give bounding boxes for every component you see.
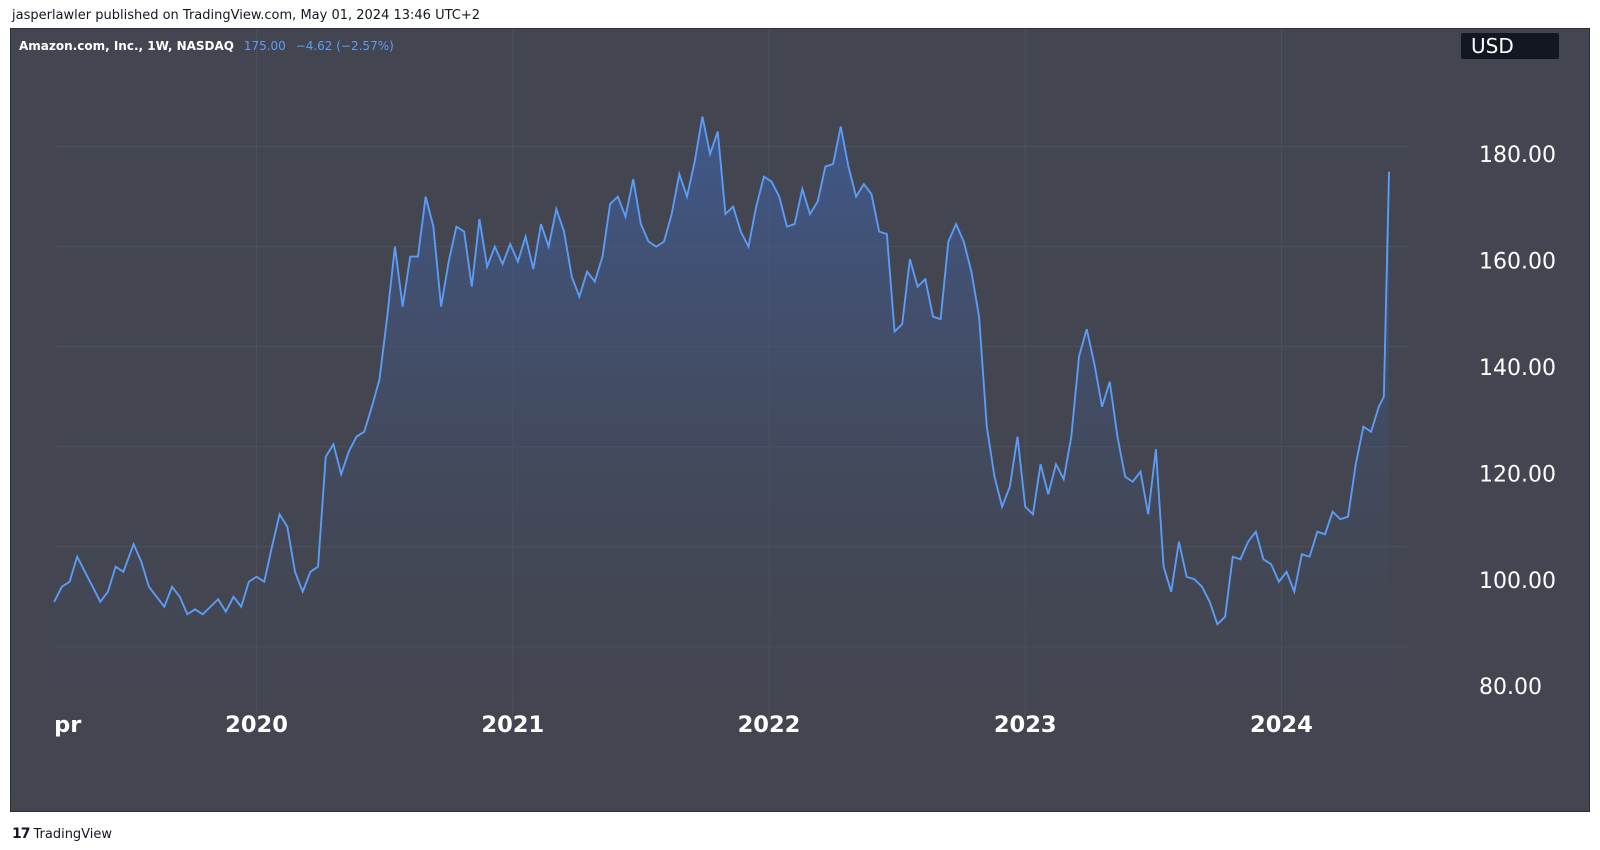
publisher-caption: jasperlawler published on TradingView.co… — [12, 8, 481, 23]
time-axis[interactable]: pr 2020 2021 2022 2023 2024 — [54, 712, 1313, 738]
symbol-legend[interactable]: Amazon.com, Inc., 1W, NASDAQ 175.00 −4.6… — [19, 39, 394, 53]
time-tick-label: 2024 — [1250, 712, 1313, 738]
price-scale[interactable]: 80.00 100.00 120.00 140.00 160.00 180.00 — [1451, 29, 1590, 812]
tradingview-brand[interactable]: 17 TradingView — [12, 826, 112, 842]
symbol-name[interactable]: Amazon.com, Inc., 1W, NASDAQ — [19, 39, 234, 53]
price-area — [54, 116, 1390, 722]
price-change: −4.62 (−2.57%) — [295, 39, 394, 53]
price-tick-label: 120.00 — [1479, 462, 1556, 487]
price-axis-labels: 80.00 100.00 120.00 140.00 160.00 180.00 — [1479, 143, 1556, 700]
currency-button[interactable]: USD — [1461, 33, 1559, 59]
chart-frame[interactable]: pr 2020 2021 2022 2023 2024 80.00 100.00 120.00… — [10, 28, 1590, 812]
time-tick-label: 2023 — [994, 712, 1057, 738]
price-tick-label: 80.00 — [1479, 675, 1542, 700]
time-tick-label: 2021 — [481, 712, 544, 738]
price-tick-label: 180.00 — [1479, 143, 1556, 168]
price-line[interactable] — [53, 116, 1390, 626]
price-tick-label: 160.00 — [1479, 249, 1556, 274]
time-tick-label: 2022 — [738, 712, 801, 738]
brand-label: TradingView — [33, 826, 113, 842]
last-price: 175.00 — [243, 39, 286, 53]
price-tick-label: 140.00 — [1479, 356, 1556, 381]
chart-pane[interactable]: pr 2020 2021 2022 2023 2024 — [11, 29, 1451, 766]
tradingview-logo-icon: 17 — [12, 826, 31, 842]
time-tick-label: pr — [54, 712, 82, 738]
price-tick-label: 100.00 — [1479, 569, 1556, 594]
time-tick-label: 2020 — [225, 712, 288, 738]
